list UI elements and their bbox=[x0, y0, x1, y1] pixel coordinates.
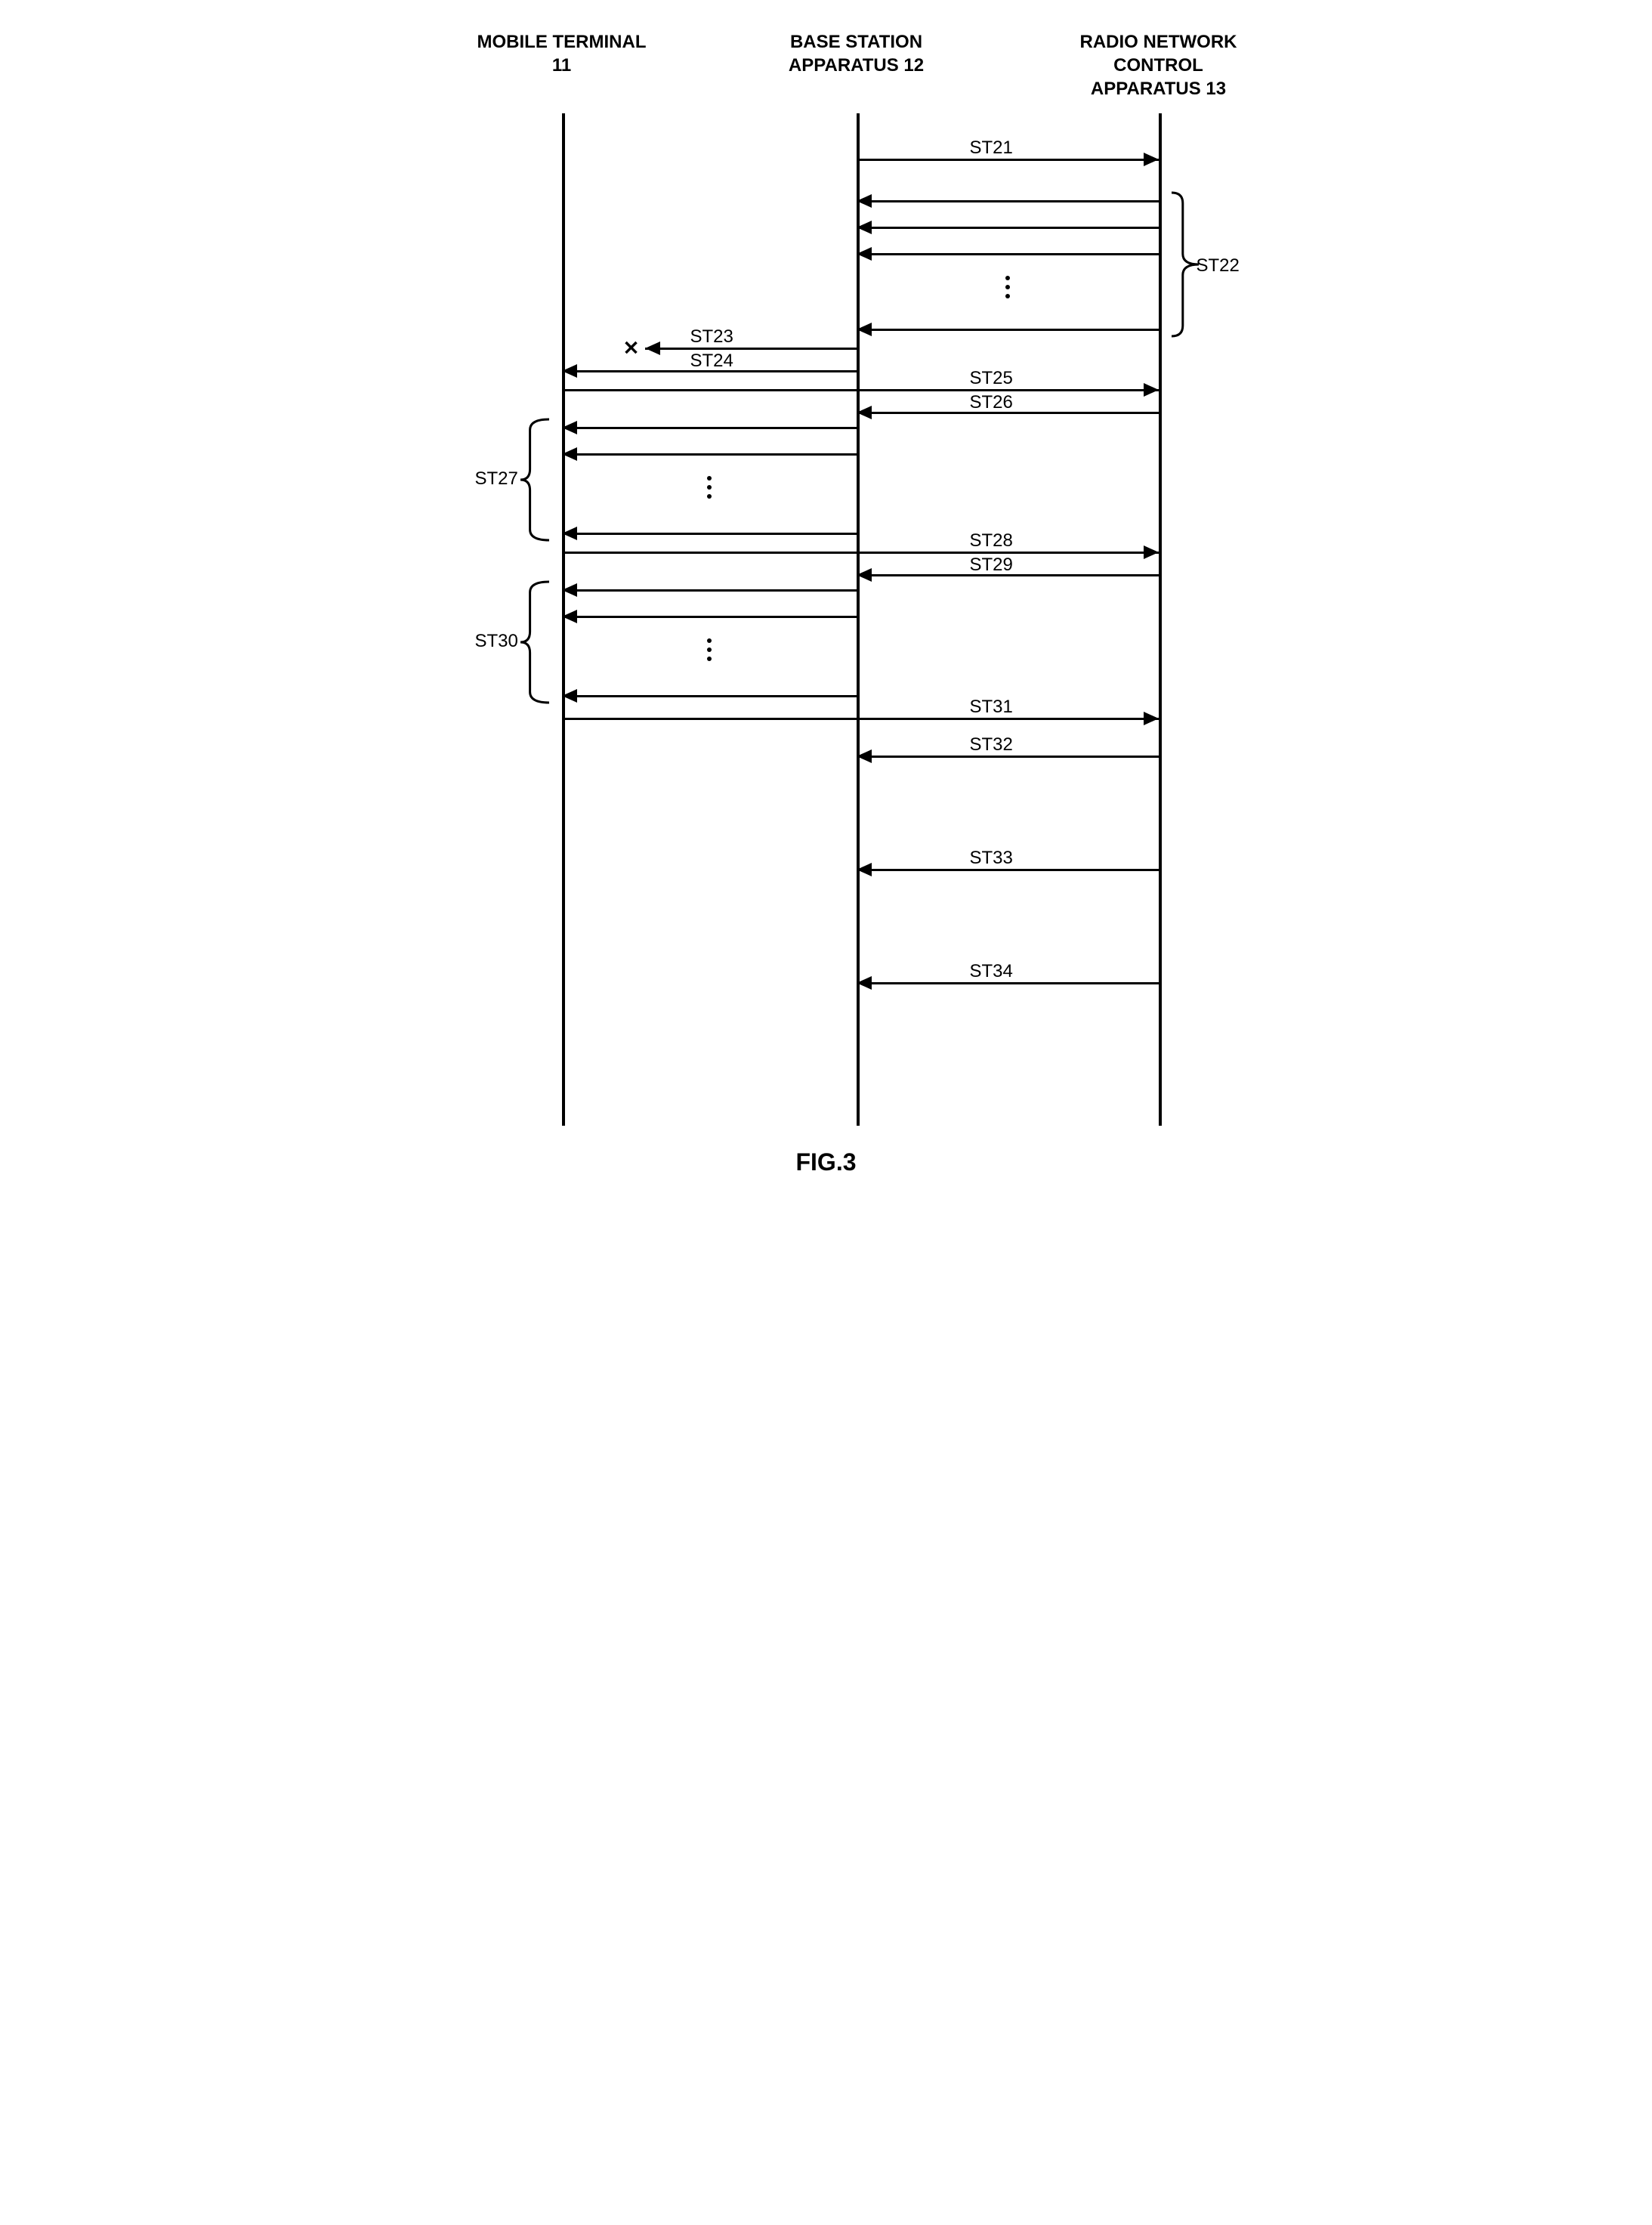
brace-label: ST22 bbox=[1197, 255, 1240, 277]
brace bbox=[520, 582, 552, 703]
lifeline-bs bbox=[857, 113, 860, 1126]
message-label: ST21 bbox=[970, 138, 1013, 159]
fail-x-mark: ✕ bbox=[623, 337, 640, 360]
brace-label: ST30 bbox=[475, 631, 518, 652]
message-label: ST33 bbox=[970, 848, 1013, 869]
header-rnc: RADIO NETWORK CONTROL APPARATUS 13 bbox=[1045, 30, 1272, 101]
ellipsis-vdots bbox=[707, 638, 712, 661]
message-label: ST24 bbox=[690, 351, 733, 372]
diagram-area: ST21 ✕ ST23 ST24 ST25 ST26 ST28 ST29 ST31 ST32 ST3… bbox=[411, 113, 1242, 1126]
figure-label: FIG.3 bbox=[411, 1148, 1242, 1176]
header-bs: BASE STATION APPARATUS 12 bbox=[758, 30, 955, 77]
ellipsis-vdots bbox=[1005, 276, 1010, 298]
header-mt: MOBILE TERMINAL 11 bbox=[464, 30, 660, 77]
header-row: MOBILE TERMINAL 11 BASE STATION APPARATUS… bbox=[411, 30, 1242, 106]
message-label: ST28 bbox=[970, 530, 1013, 552]
sequence-diagram-container: MOBILE TERMINAL 11 BASE STATION APPARATUS… bbox=[411, 30, 1242, 1176]
message-label: ST26 bbox=[970, 392, 1013, 413]
message-label: ST23 bbox=[690, 326, 733, 348]
brace-label: ST27 bbox=[475, 468, 518, 490]
ellipsis-vdots bbox=[707, 476, 712, 499]
lifeline-rnc bbox=[1159, 113, 1162, 1126]
message-label: ST29 bbox=[970, 555, 1013, 576]
message-label: ST25 bbox=[970, 368, 1013, 389]
message-label: ST34 bbox=[970, 961, 1013, 982]
message-label: ST32 bbox=[970, 734, 1013, 756]
brace bbox=[520, 419, 552, 540]
message-label: ST31 bbox=[970, 697, 1013, 718]
